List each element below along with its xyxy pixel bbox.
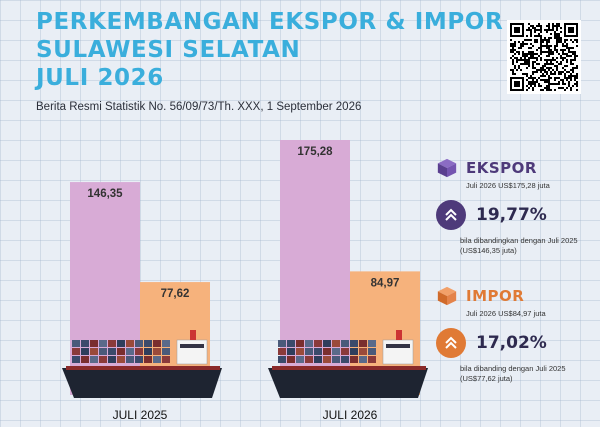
bar-ekspor [70,182,140,395]
ekspor-note-line-2: (US$146,35 juta) [460,246,517,255]
impor-change: 17,02% [476,333,547,353]
ekspor-value: Juli 2026 US$175,28 juta [466,181,550,190]
title-line-1: PERKEMBANGAN EKSPOR & IMPOR [36,9,504,35]
title-line-3: JULI 2026 [36,65,164,91]
category-label: JULI 2026 [323,408,378,422]
cube-icon [437,158,457,178]
ekspor-title: EKSPOR [466,159,537,177]
impor-up-badge [436,328,466,358]
cargo-ship-2025 [62,330,222,398]
page-title: PERKEMBANGAN EKSPOR & IMPOR SULAWESI SEL… [36,8,503,92]
ekspor-up-badge [436,200,466,230]
title-line-2: SULAWESI SELATAN [36,37,301,63]
data-label: 146,35 [87,188,123,200]
ekspor-change: 19,77% [476,205,547,225]
ekspor-panel: EKSPOR Juli 2026 US$175,28 juta 19,77% b… [436,157,596,256]
impor-note-line-2: (US$77,62 juta) [460,374,513,383]
data-label: 175,28 [297,146,333,158]
ekspor-note-line-1: bila dibandingkan dengan Juli 2025 [460,236,578,245]
impor-note: bila dibanding dengan Juli 2025 (US$77,6… [460,364,596,384]
chevron-up-icon [445,336,457,349]
chevron-up-icon [445,208,457,221]
data-label: 77,62 [161,288,190,300]
impor-title: IMPOR [466,287,525,305]
cargo-ship-2026 [268,330,428,398]
ekspor-note: bila dibandingkan dengan Juli 2025 (US$1… [460,236,596,256]
impor-note-line-1: bila dibanding dengan Juli 2025 [460,364,566,373]
subtitle: Berita Resmi Statistik No. 56/09/73/Th. … [36,101,362,113]
impor-value: Juli 2026 US$84,97 juta [466,309,546,318]
impor-panel: IMPOR Juli 2026 US$84,97 juta 17,02% bil… [436,285,596,384]
data-label: 84,97 [371,277,400,289]
category-label: JULI 2025 [113,408,168,422]
qr-code [507,20,581,94]
cube-icon [437,286,457,306]
